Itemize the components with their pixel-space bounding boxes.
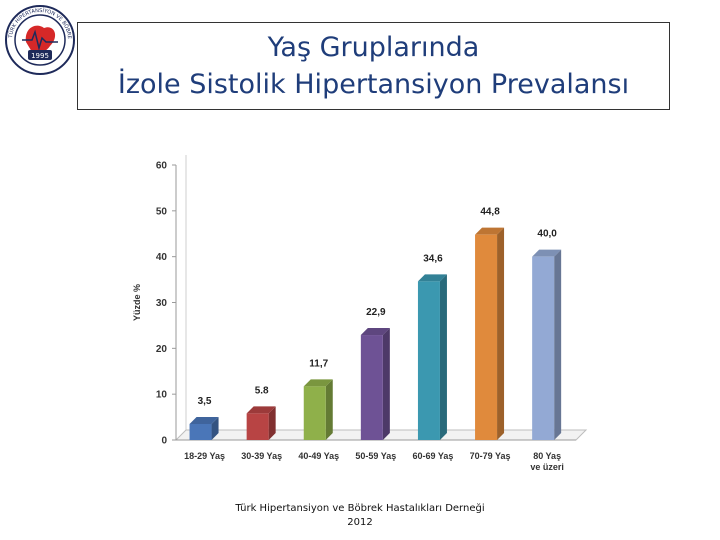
data-label: 44,8 <box>480 207 500 218</box>
bar-side <box>325 379 333 440</box>
x-tick-label: 30-39 Yaş <box>241 451 282 461</box>
bar <box>360 335 383 440</box>
x-tick-label: 40-49 Yaş <box>298 451 339 461</box>
x-tick-label: 50-59 Yaş <box>355 451 396 461</box>
data-label: 3,5 <box>198 396 212 407</box>
bar-top <box>246 406 276 414</box>
data-label: 5.8 <box>255 385 269 396</box>
bar <box>246 413 269 440</box>
y-tick-label: 40 <box>156 252 168 263</box>
bar-side <box>439 274 447 440</box>
footer-organization: Türk Hipertansiyon ve Böbrek Hastalıklar… <box>235 503 485 514</box>
y-tick-label: 0 <box>161 436 167 447</box>
x-tick-label: 70-79 Yaş <box>470 451 511 461</box>
bar-top <box>475 227 505 235</box>
bar-side <box>497 227 505 440</box>
bar-top <box>189 416 219 424</box>
bar <box>417 281 440 440</box>
bar-top <box>532 249 562 257</box>
organization-logo: 1995 TÜRK HİPERTANSİYON VE BÖBREK HASTAL… <box>0 0 78 78</box>
bar-side <box>382 328 390 440</box>
footer: Türk Hipertansiyon ve Böbrek Hastalıklar… <box>200 502 520 530</box>
y-tick-label: 60 <box>156 161 168 172</box>
x-tick-label: 18-29 Yaş <box>184 451 225 461</box>
data-label: 22,9 <box>366 307 386 318</box>
bar-top <box>417 274 447 282</box>
data-label: 34,6 <box>423 253 443 264</box>
x-tick-label: ve üzeri <box>530 462 564 472</box>
title-box: Yaş Gruplarında İzole Sistolik Hipertans… <box>77 22 670 110</box>
y-tick-label: 50 <box>156 206 168 217</box>
bar <box>532 256 555 440</box>
logo-year: 1995 <box>31 52 49 60</box>
bar <box>189 423 212 440</box>
y-tick-label: 20 <box>156 344 168 355</box>
y-axis-label: Yüzde % <box>132 284 142 321</box>
bar-side <box>268 406 276 440</box>
y-tick-label: 30 <box>156 298 168 309</box>
bar-chart: 0 10 20 30 40 50 60 Yüzde % 3,5 18-29 Yaş 5.8 30-39… <box>132 155 588 472</box>
bar <box>303 386 326 440</box>
footer-year: 2012 <box>347 517 373 528</box>
bar-side <box>211 416 219 440</box>
x-tick-label: 60-69 Yaş <box>413 451 454 461</box>
bar-top <box>360 328 390 336</box>
title-line-2: İzole Sistolik Hipertansiyon Prevalansı <box>117 69 630 100</box>
y-tick-label: 10 <box>156 390 168 401</box>
title-line-1: Yaş Gruplarında <box>267 32 480 63</box>
data-label: 11,7 <box>309 358 328 369</box>
data-label: 40,0 <box>537 229 557 240</box>
bar <box>475 234 498 440</box>
bar-top <box>303 379 333 387</box>
bar-side <box>554 249 562 440</box>
x-tick-label: 80 Yaş <box>533 451 561 461</box>
